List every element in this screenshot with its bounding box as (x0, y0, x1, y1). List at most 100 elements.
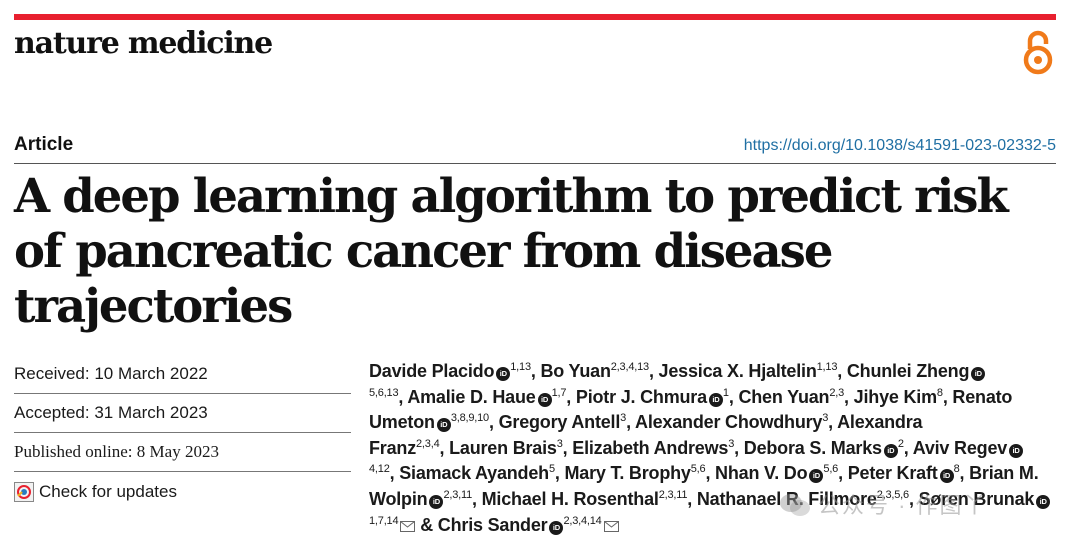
doi-link[interactable]: https://doi.org/10.1038/s41591-023-02332… (743, 137, 1056, 154)
author-separator: & (415, 514, 438, 535)
author-name: Aviv Regev (912, 437, 1008, 458)
author[interactable]: Jessica X. Hjaltelin1,13 (659, 361, 838, 381)
orcid-icon[interactable]: iD (549, 520, 564, 535)
author-name: Peter Kraft (847, 463, 938, 484)
check-for-updates-button[interactable]: Check for updates (14, 472, 351, 511)
author[interactable]: Peter Kraft iD8 (847, 463, 960, 484)
author-affiliation: 2,3,11 (658, 488, 688, 501)
author-separator: , (837, 361, 847, 381)
author-separator: , (838, 463, 848, 484)
orcid-icon[interactable]: iD (939, 469, 954, 484)
author-separator: , (439, 437, 450, 458)
author-separator: , (687, 488, 697, 509)
author[interactable]: Chris Sander iD2,3,4,14 (438, 515, 619, 535)
author-affiliation: 3 (728, 437, 735, 450)
author-affiliation: 2,3,11 (443, 488, 473, 501)
author-name: Michael H. Rosenthal (481, 488, 659, 509)
author[interactable]: Debora S. Marks iD2 (744, 438, 904, 458)
author[interactable]: Piotr J. Chmura iD1 (576, 387, 729, 407)
author-name: Elizabeth Andrews (572, 437, 729, 458)
author-name: Chris Sander (437, 514, 548, 535)
author[interactable]: Nathanael R. Fillmore2,3,5,6 (697, 489, 909, 509)
author-affiliation: 4,12 (369, 463, 390, 476)
author[interactable]: Mary T. Brophy5,6 (565, 463, 706, 483)
author-affiliation: 1,13 (510, 361, 531, 373)
author-affiliation: 5 (548, 463, 555, 476)
author-name: Bo Yuan (540, 361, 611, 381)
email-icon[interactable] (400, 520, 416, 532)
orcid-icon[interactable]: iD (436, 418, 451, 433)
orcid-icon[interactable]: iD (708, 392, 723, 407)
author-affiliation: 1,13 (816, 361, 838, 373)
author-separator: , (734, 437, 744, 458)
author[interactable]: Søren Brunak iD1,7,14 (369, 489, 1051, 535)
author-affiliation: 2 (897, 437, 904, 450)
article-type: Article (14, 134, 74, 155)
author-list: Davide Placido iD1,13, Bo Yuan2,3,4,13, J… (369, 359, 1059, 538)
author-affiliation: 2,3,4 (416, 437, 440, 450)
author-name: Davide Placido (369, 361, 495, 381)
author-affiliation: 8 (953, 463, 960, 476)
author-separator: , (828, 412, 838, 433)
author[interactable]: Nhan V. Do iD5,6 (715, 463, 838, 484)
author-affiliation: 3,8,9,10 (450, 412, 489, 425)
author-name: Mary T. Brophy (564, 463, 691, 484)
orcid-icon[interactable]: iD (537, 392, 552, 407)
author-separator: , (554, 463, 565, 484)
orcid-icon[interactable]: iD (429, 494, 444, 509)
author[interactable]: Lauren Brais3 (449, 438, 563, 458)
author-affiliation: 1,7,14 (369, 514, 399, 527)
author-affiliation: 5,6 (690, 463, 706, 476)
author[interactable]: Gregory Antell3 (499, 412, 627, 432)
open-access-icon (1023, 30, 1053, 75)
author-affiliation: 1 (722, 386, 729, 399)
orcid-icon[interactable]: iD (496, 367, 511, 381)
journal-name: nature medicine (14, 26, 273, 61)
author[interactable]: Renato Umeton iD3,8,9,10 (369, 387, 1012, 433)
orcid-icon[interactable]: iD (809, 469, 824, 484)
check-for-updates-label: Check for updates (39, 481, 177, 501)
author-affiliation: 2,3,5,6 (876, 488, 909, 501)
author-name: Chen Yuan (738, 386, 830, 407)
author-separator: , (728, 386, 739, 407)
author-separator: , (942, 386, 953, 407)
author-name: Nhan V. Do (715, 463, 808, 484)
author[interactable]: Chen Yuan2,3 (738, 387, 844, 407)
author-name: Nathanael R. Fillmore (696, 488, 877, 509)
author-affiliation: 1,7 (551, 386, 567, 399)
author-name: Chunlei Zheng (846, 361, 970, 381)
author-name: Renato Umeton (369, 386, 1013, 433)
author-name: Amalie D. Haue (407, 386, 536, 407)
author-affiliation: 3 (620, 412, 627, 425)
author-affiliation: 3 (822, 412, 829, 425)
author-separator: , (530, 361, 541, 381)
author[interactable]: Brian M. Wolpin iD2,3,11 (369, 463, 1039, 509)
author[interactable]: Amalie D. Haue iD1,7 (407, 387, 566, 407)
author[interactable]: Elizabeth Andrews3 (572, 438, 734, 458)
author-affiliation: 2,3,4,13 (610, 361, 649, 373)
author[interactable]: Bo Yuan2,3,4,13 (540, 361, 649, 381)
author[interactable]: Alexandra Franz2,3,4 (369, 412, 923, 458)
check-for-updates-icon (14, 481, 34, 502)
author-name: Siamack Ayandeh (399, 463, 549, 484)
author[interactable]: Jihye Kim8 (854, 387, 943, 407)
header-divider (14, 163, 1056, 164)
author-affiliation: 2,3,4,14 (563, 514, 602, 527)
author[interactable]: Chunlei Zheng iD5,6,13 (369, 361, 986, 407)
author[interactable]: Alexander Chowdhury3 (635, 412, 828, 432)
author[interactable]: Michael H. Rosenthal2,3,11 (482, 489, 688, 509)
email-icon[interactable] (603, 520, 619, 532)
author[interactable]: Aviv Regev iD4,12 (369, 437, 1024, 484)
author-name: Piotr J. Chmura (575, 386, 707, 407)
author[interactable]: Siamack Ayandeh5 (399, 463, 555, 483)
orcid-icon[interactable]: iD (883, 443, 898, 458)
author-affiliation: 3 (556, 437, 563, 450)
author[interactable]: Davide Placido iD1,13 (369, 361, 531, 381)
orcid-icon[interactable]: iD (1036, 494, 1051, 509)
author-separator: , (626, 412, 636, 433)
received-date: Received: 10 March 2022 (14, 355, 351, 394)
orcid-icon[interactable]: iD (1009, 443, 1024, 458)
author-name: Alexander Chowdhury (635, 412, 823, 433)
author-affiliation: 5,6,13 (369, 386, 399, 399)
orcid-icon[interactable]: iD (971, 367, 986, 381)
